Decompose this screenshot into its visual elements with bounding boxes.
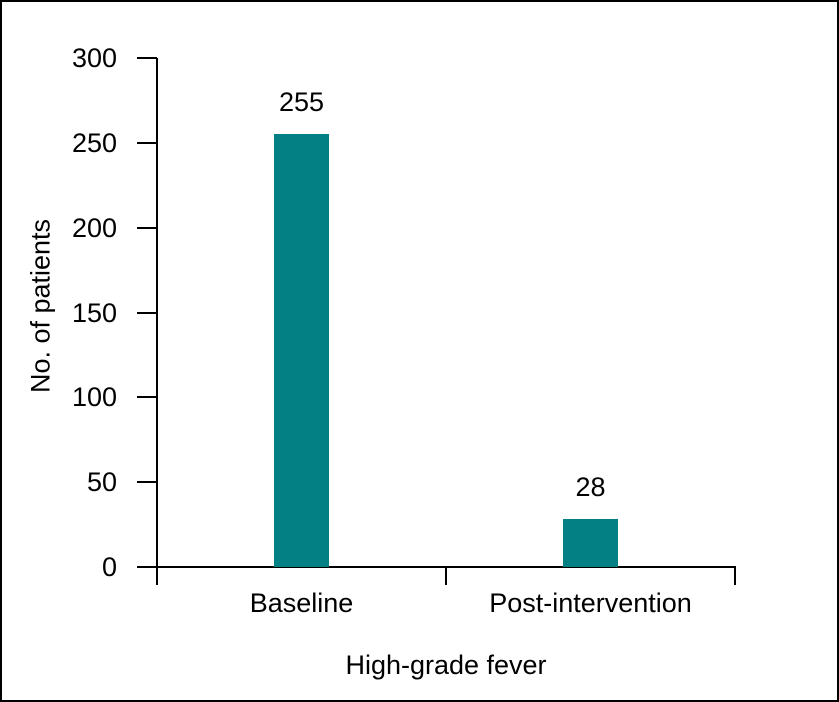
bar-baseline [274, 134, 329, 567]
bar-post-intervention [563, 519, 618, 567]
x-axis-tick [734, 567, 736, 585]
x-category-label-post-intervention: Post-intervention [489, 588, 692, 618]
bar-value-label-baseline: 255 [278, 87, 325, 118]
y-tick-label: 300 [71, 43, 117, 73]
bar-value-label-post-intervention: 28 [575, 472, 606, 503]
y-tick-label: 250 [71, 127, 117, 158]
x-axis-tick [445, 567, 447, 585]
y-axis-tick [137, 141, 157, 144]
x-axis-tick [156, 567, 158, 585]
x-category-label-baseline: Baseline [249, 588, 354, 618]
y-tick-label: 50 [86, 467, 117, 498]
y-axis-tick [137, 481, 157, 484]
y-tick-label: 150 [71, 297, 117, 328]
y-axis-tick [137, 396, 157, 399]
x-axis-title: High-grade fever [345, 650, 547, 680]
y-tick-label: 100 [71, 382, 117, 413]
y-tick-label: 0 [101, 552, 117, 582]
y-axis-tick [137, 566, 157, 568]
y-tick-label: 200 [71, 212, 117, 243]
y-axis-tick [137, 226, 157, 229]
y-axis-tick [137, 57, 157, 59]
y-axis-line [156, 58, 158, 567]
y-axis-tick [137, 311, 157, 314]
